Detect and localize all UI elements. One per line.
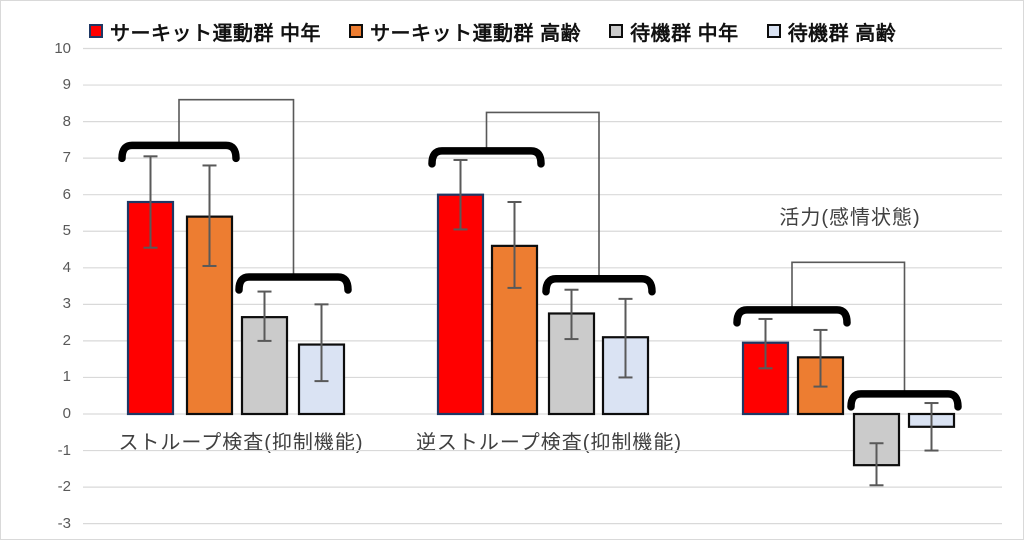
y-tick-label: 7 — [62, 149, 71, 167]
legend-swatch-icon — [349, 24, 364, 38]
significance-bracket — [118, 141, 240, 163]
y-tick-label: 8 — [62, 112, 71, 130]
legend-label: サーキット運動群 中年 — [110, 22, 322, 45]
significance-bracket — [733, 306, 851, 327]
y-tick-label: 6 — [62, 185, 71, 203]
category-label: 逆ストループ検査(抑制機能) — [415, 432, 683, 454]
significance-bracket — [235, 273, 352, 294]
y-tick-label: 9 — [62, 76, 71, 94]
y-tick-label: 5 — [62, 222, 71, 240]
legend-label: サーキット運動群 高齢 — [370, 22, 582, 45]
connector-line — [178, 98, 295, 274]
legend-swatch-icon — [89, 24, 103, 38]
y-tick-label: 2 — [62, 331, 71, 349]
legend-swatch-icon — [609, 24, 624, 38]
y-tick-label: 0 — [62, 405, 71, 422]
significance-bracket — [847, 390, 962, 411]
significance-bracket — [542, 275, 656, 296]
y-tick-label: 10 — [54, 39, 71, 57]
y-tick-label: -3 — [57, 514, 71, 532]
y-tick-label: 4 — [62, 258, 71, 276]
category-label: ストループ検査(抑制機能) — [118, 432, 364, 454]
y-tick-label: 1 — [62, 368, 71, 386]
y-tick-label: 3 — [62, 295, 71, 313]
y-tick-label: -1 — [57, 441, 71, 459]
legend-swatch-icon — [766, 24, 781, 38]
legend-label: 待機群 中年 — [630, 22, 739, 45]
significance-bracket — [428, 147, 545, 168]
legend-item: 待機群 高齢 — [766, 17, 897, 46]
bar — [436, 193, 485, 416]
connector-line — [485, 111, 600, 276]
legend-item: サーキット運動群 中年 — [89, 17, 321, 46]
y-tick-label: -2 — [57, 478, 71, 496]
legend-item: サーキット運動群 高齢 — [349, 17, 581, 46]
category-label: 活力(感情状態) — [779, 207, 921, 229]
legend-label: 待機群 高齢 — [787, 22, 897, 45]
connector-line — [791, 261, 906, 391]
chart-legend: サーキット運動群 中年 サーキット運動群 高齢 待機群 中年 待機群 高齢 — [89, 17, 896, 45]
legend-item: 待機群 中年 — [609, 17, 739, 46]
